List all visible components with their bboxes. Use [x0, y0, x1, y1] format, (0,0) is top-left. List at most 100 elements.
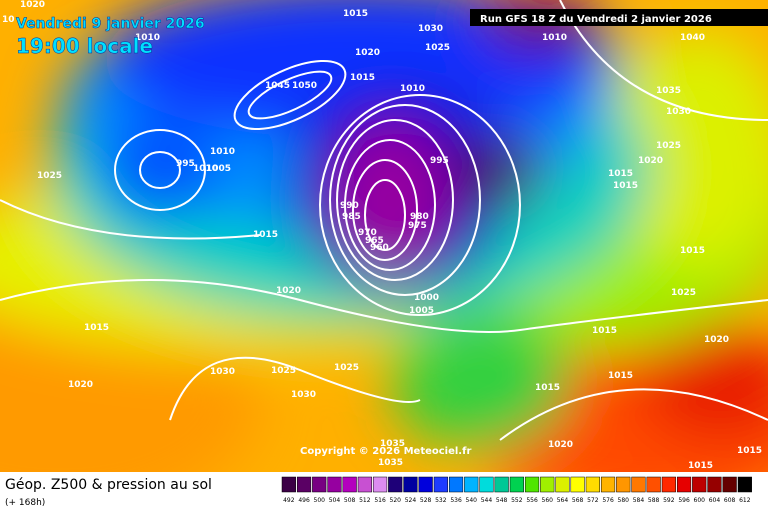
legend-swatch — [676, 476, 692, 493]
legend-swatch — [494, 476, 509, 493]
legend-value: 612 — [739, 497, 751, 504]
legend-value: 600 — [694, 497, 706, 504]
isobar-label: 1010 — [542, 33, 567, 43]
isobar-label: 995 — [176, 159, 195, 169]
isobar-label: 1015 — [608, 169, 633, 179]
legend-value: 580 — [618, 497, 630, 504]
isobar-label: 960 — [370, 243, 389, 253]
isobar-label: 1020 — [704, 335, 729, 345]
legend-value: 520 — [390, 497, 402, 504]
legend-swatch — [479, 476, 494, 493]
isobar-label: 985 — [342, 212, 361, 222]
isobar-label: 1025 — [656, 141, 681, 151]
isobar-label: 1015 — [253, 230, 278, 240]
legend-swatch — [372, 476, 388, 493]
legend-value: 492 — [283, 497, 295, 504]
legend-value: 508 — [344, 497, 356, 504]
time-label: 19:00 locale — [16, 34, 153, 58]
legend-value: 504 — [329, 497, 341, 504]
legend-value: 576 — [602, 497, 614, 504]
isobar-label: 10 — [2, 15, 15, 25]
legend-swatch — [600, 476, 616, 493]
legend-swatch — [631, 476, 646, 493]
legend-value: 496 — [298, 497, 310, 504]
legend-swatch — [646, 476, 661, 493]
legend-value: 536 — [450, 497, 462, 504]
legend-value: 564 — [557, 497, 569, 504]
legend-value: 532 — [435, 497, 447, 504]
legend-value: 500 — [314, 497, 326, 504]
legend-swatch — [312, 476, 327, 493]
isobar-label: 1025 — [271, 366, 296, 376]
legend-swatch — [403, 476, 418, 493]
legend-value: 584 — [633, 497, 645, 504]
isobar-label: 1015 — [608, 371, 633, 381]
isobar-label: 1015 — [84, 323, 109, 333]
isobar-label: 1025 — [37, 171, 62, 181]
isobar-label: 1045 — [265, 81, 290, 91]
legend-value: 596 — [678, 497, 690, 504]
legend-swatch — [570, 476, 585, 493]
legend-swatch — [661, 476, 676, 493]
legend-swatch — [464, 476, 479, 493]
legend-swatch — [357, 476, 372, 493]
legend-swatch — [342, 476, 357, 493]
legend-value: 552 — [511, 497, 523, 504]
legend-swatch — [296, 476, 312, 493]
legend-value: 540 — [466, 497, 478, 504]
isobar-label: 1010 — [135, 33, 160, 43]
date-label: Vendredi 9 janvier 2026 — [16, 16, 205, 32]
isobar-label: 990 — [340, 201, 359, 211]
isobar-label: 1015 — [343, 9, 368, 19]
legend-swatch — [433, 476, 448, 493]
isobar-label: 1035 — [656, 86, 681, 96]
isobar-label: 1020 — [355, 48, 380, 58]
isobar-label: 1000 — [414, 293, 439, 303]
legend-swatch — [327, 476, 342, 493]
isobar-label: 1015 — [350, 73, 375, 83]
legend-value: 568 — [572, 497, 584, 504]
isobar-label: 1020 — [638, 156, 663, 166]
isobar-label: 970 — [358, 228, 377, 238]
legend-value: 524 — [405, 497, 417, 504]
isobar-label: 1015 — [680, 246, 705, 256]
legend-value: 512 — [359, 497, 371, 504]
isobar-label: 980 — [410, 212, 429, 222]
legend-value: 560 — [542, 497, 554, 504]
legend-value: 592 — [663, 497, 675, 504]
isobar-label: 995 — [430, 156, 449, 166]
legend: 492 496 500 504 508 512 516 520 524 528 532 536 540 5… — [281, 476, 752, 504]
legend-swatch — [388, 476, 403, 493]
footer-title: Géop. Z500 & pression au sol — [5, 477, 212, 493]
legend-swatch — [707, 476, 722, 493]
isobar-label: 1035 — [380, 439, 405, 449]
isobar-label: 1020 — [68, 380, 93, 390]
isobar-label: 1025 — [334, 363, 359, 373]
legend-swatch — [418, 476, 433, 493]
legend-value: 588 — [648, 497, 660, 504]
isobar-label: 975 — [408, 221, 427, 231]
legend-value: 556 — [526, 497, 538, 504]
isobars — [0, 0, 768, 441]
isobar-label: 1020 — [276, 286, 301, 296]
isobar-label: 1020 — [20, 0, 45, 10]
legend-swatch — [692, 476, 707, 493]
legend-swatch — [540, 476, 555, 493]
legend-swatch — [722, 476, 737, 493]
run-banner — [470, 9, 768, 26]
isobar-label: 1015 — [592, 326, 617, 336]
isobar-label: 1005 — [409, 306, 434, 316]
isobar-label: 1010 — [400, 84, 425, 94]
isobar-label: 1015 — [688, 461, 713, 471]
run-label: Run GFS 18 Z du Vendredi 2 janvier 2026 — [480, 14, 712, 25]
legend-swatch — [281, 476, 296, 493]
isobar-label: 1040 — [680, 33, 705, 43]
legend-value: 572 — [587, 497, 599, 504]
legend-value: 528 — [420, 497, 432, 504]
isobar-label: 1015 — [535, 383, 560, 393]
footer-lead: (+ 168h) — [5, 498, 45, 508]
